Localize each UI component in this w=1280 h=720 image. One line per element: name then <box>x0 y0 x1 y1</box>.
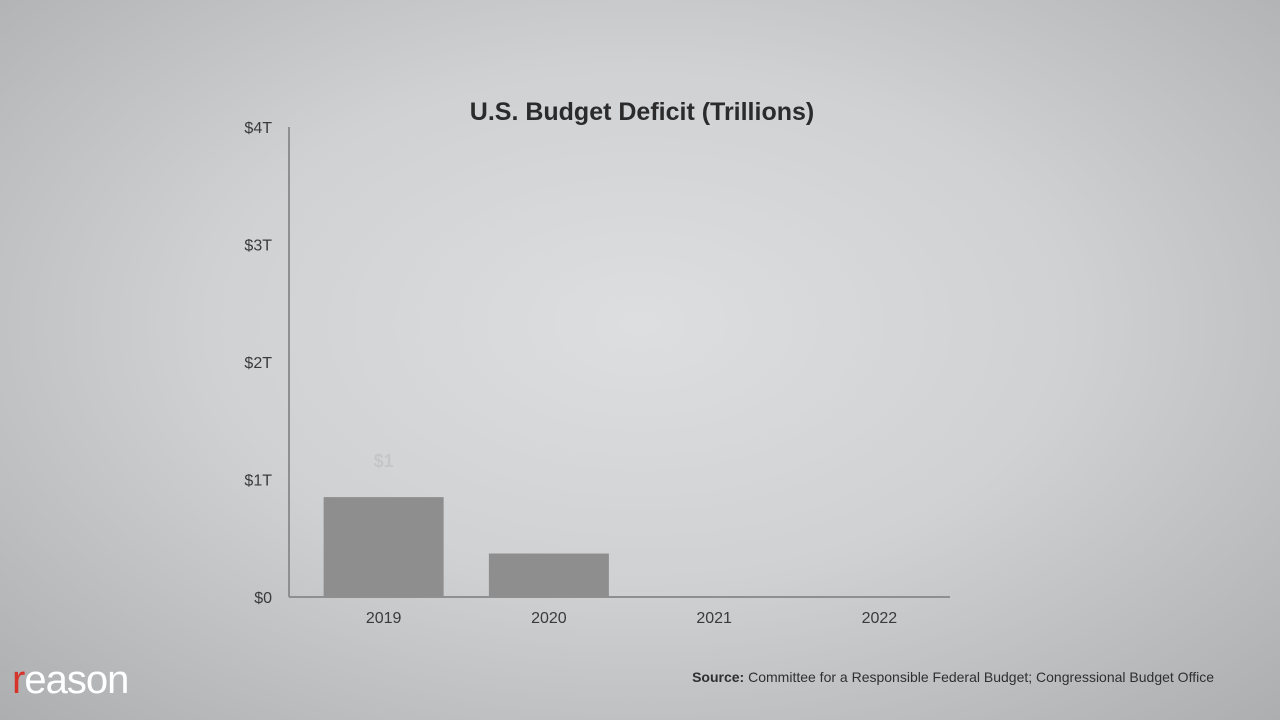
bar-2019 <box>323 497 444 597</box>
x-tick-label: 2020 <box>531 610 567 627</box>
x-tick-label: 2019 <box>366 610 402 627</box>
x-axis-ticks: 2019 2020 2021 2022 <box>366 610 897 627</box>
y-tick-label: $3T <box>244 238 272 255</box>
bar-2020 <box>488 553 609 597</box>
source-note: Source: Committee for a Responsible Fede… <box>692 669 1214 685</box>
logo-first-letter: r <box>12 658 25 702</box>
x-tick-label: 2021 <box>696 610 732 627</box>
source-label: Source: <box>692 669 745 685</box>
data-label-2019: $1 <box>374 451 394 471</box>
y-axis-ticks: $0 $1T $2T $3T $4T <box>244 120 272 607</box>
y-tick-label: $2T <box>244 355 272 372</box>
y-tick-label: $1T <box>244 473 272 490</box>
y-tick-label: $4T <box>244 120 272 137</box>
logo-rest: eason <box>24 658 129 702</box>
reason-logo: reason <box>12 658 129 702</box>
source-text: Committee for a Responsible Federal Budg… <box>748 669 1214 685</box>
y-tick-label: $0 <box>254 590 272 607</box>
bars: $1 <box>323 451 609 597</box>
chart-title: U.S. Budget Deficit (Trillions) <box>470 98 814 126</box>
x-tick-label: 2022 <box>862 610 898 627</box>
